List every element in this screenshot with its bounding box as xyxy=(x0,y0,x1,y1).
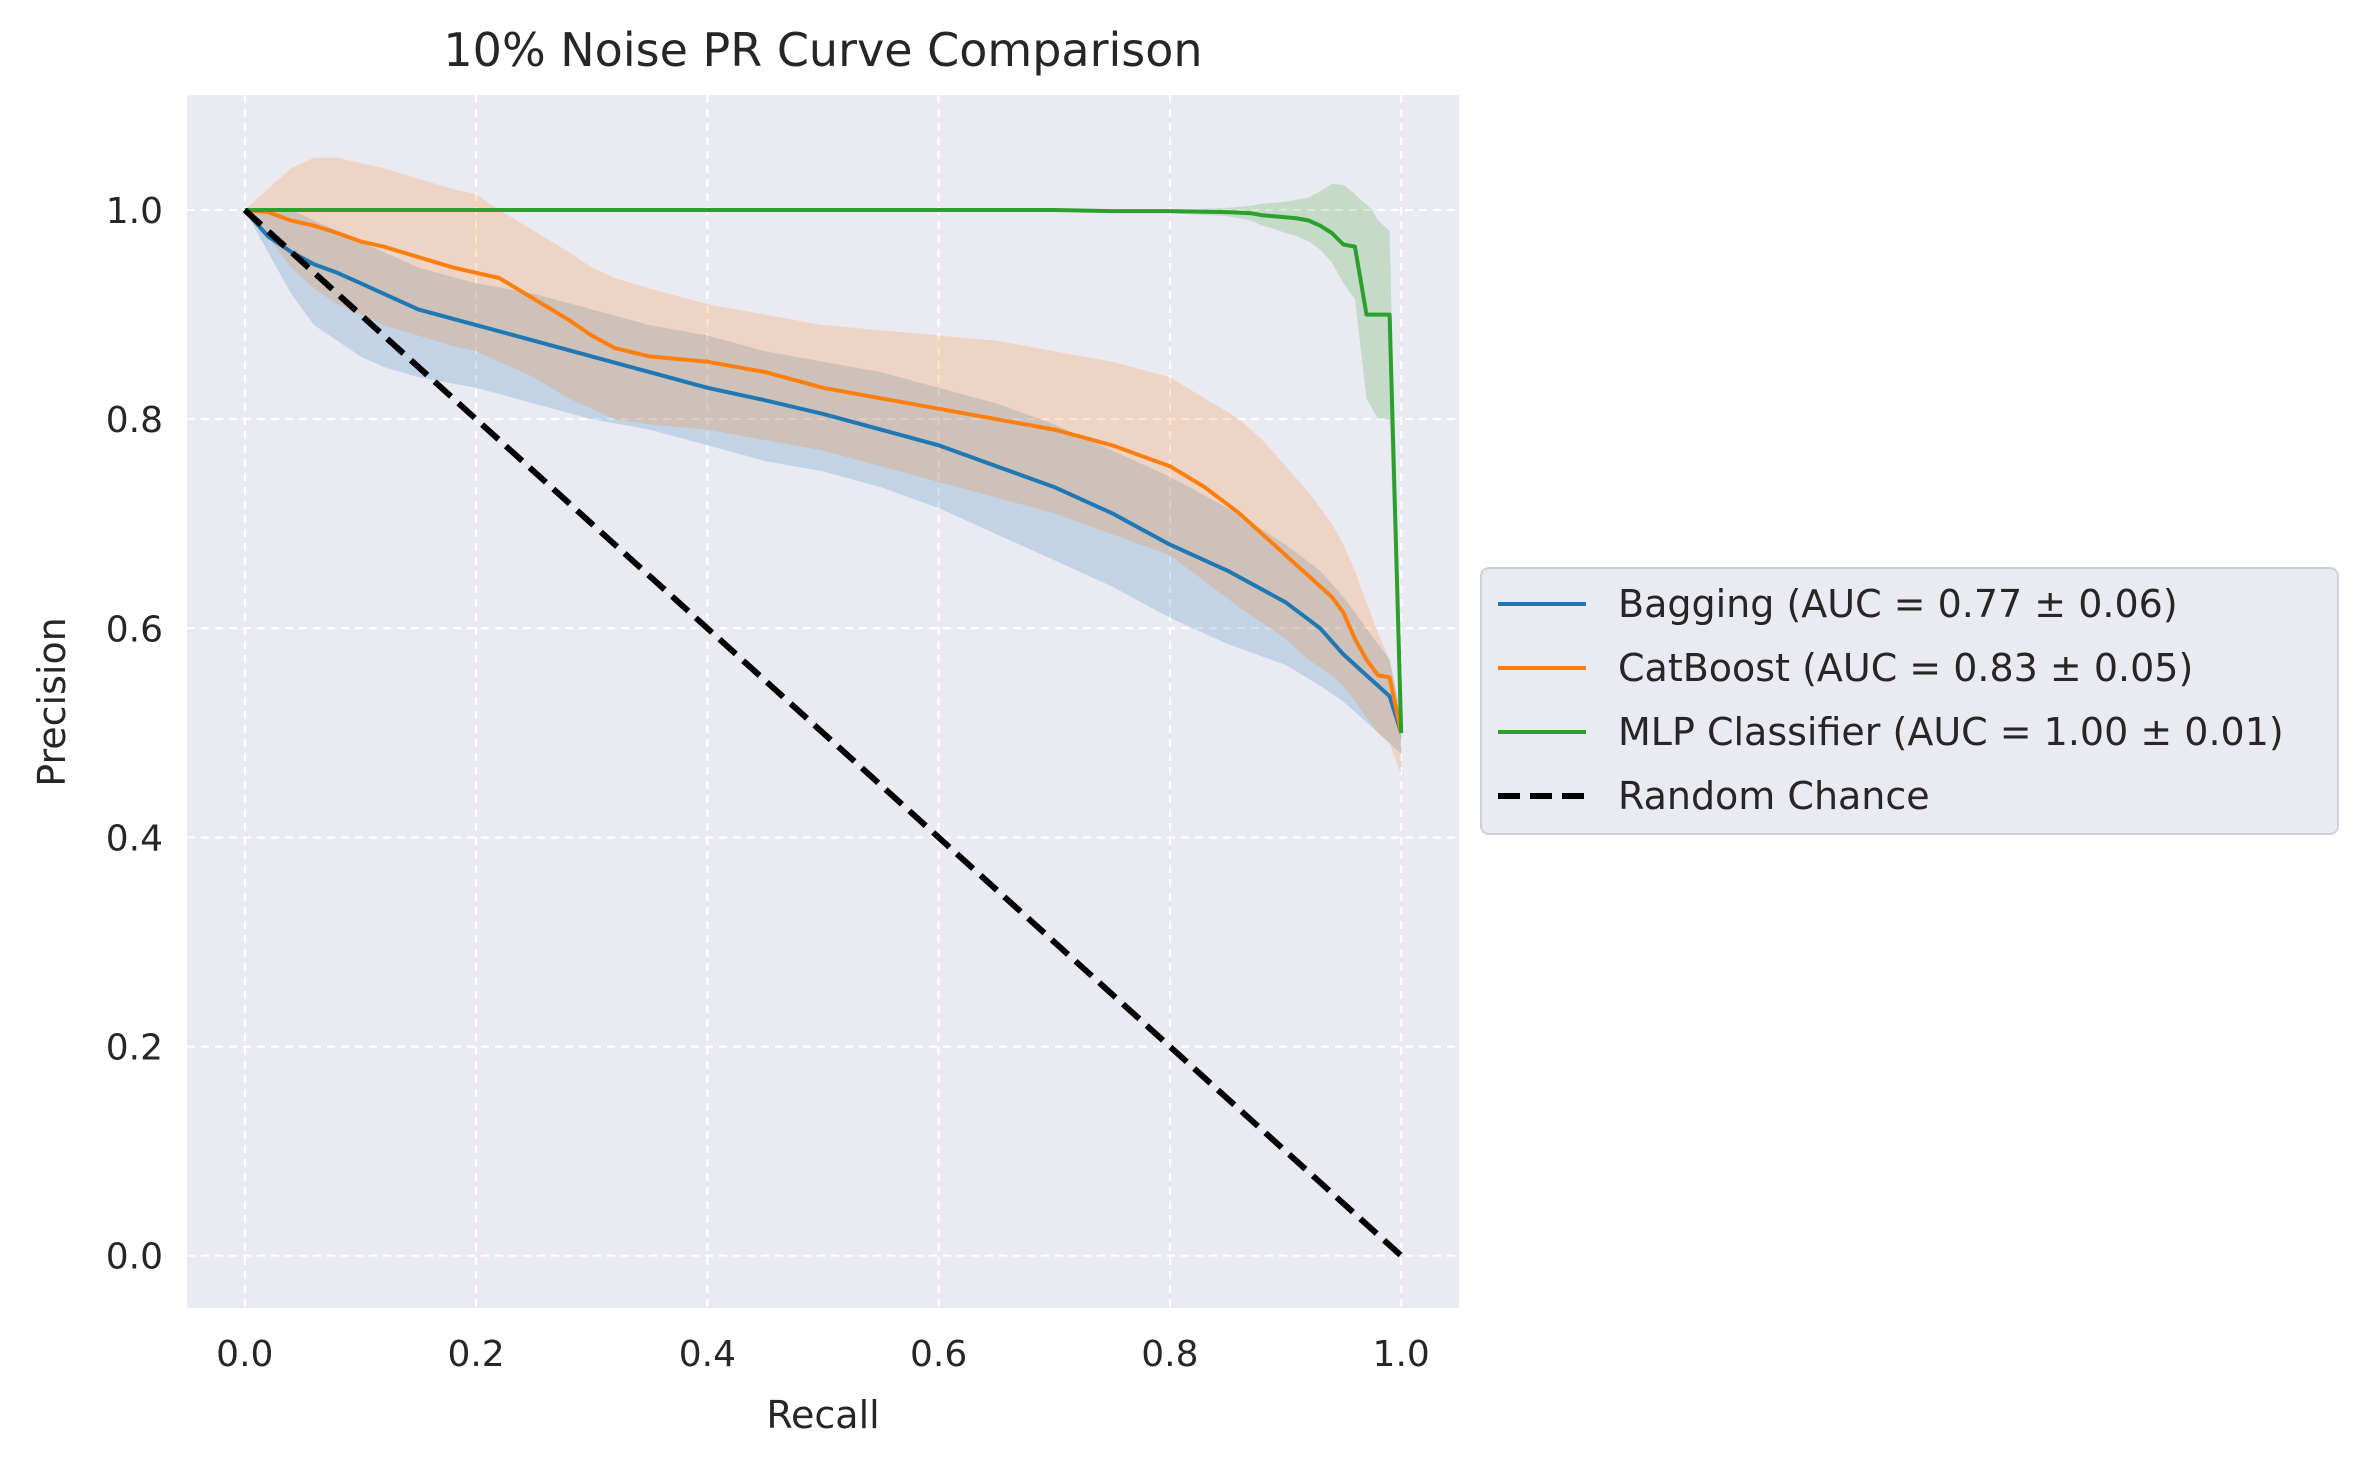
y-axis-ticks: 0.0 0.2 0.4 0.6 0.8 1.0 xyxy=(106,191,163,1278)
confidence-band xyxy=(244,210,1402,754)
confidence-band xyxy=(244,157,1402,775)
x-axis-ticks: 0.0 0.2 0.4 0.6 0.8 1.0 xyxy=(216,1334,1430,1375)
y-tick-label: 0.4 xyxy=(106,818,163,859)
x-tick-label: 1.0 xyxy=(1373,1334,1430,1375)
legend-label: CatBoost (AUC = 0.83 ± 0.05) xyxy=(1618,646,2193,690)
legend-label: Random Chance xyxy=(1618,774,1930,818)
x-tick-label: 0.0 xyxy=(216,1334,273,1375)
x-tick-label: 0.8 xyxy=(1141,1334,1198,1375)
y-axis-label: Precision xyxy=(30,617,74,787)
y-tick-label: 0.6 xyxy=(106,609,163,650)
confidence-bands xyxy=(244,157,1402,775)
series-lines xyxy=(242,207,1404,1258)
legend: Bagging (AUC = 0.77 ± 0.06) CatBoost (AUC… xyxy=(1480,567,2339,835)
y-tick-label: 0.2 xyxy=(106,1028,163,1069)
series-line xyxy=(244,208,1404,733)
random-chance-line xyxy=(242,207,1404,1258)
y-tick-label: 0.8 xyxy=(106,400,163,441)
x-axis-label: Recall xyxy=(766,1393,879,1437)
series-line xyxy=(244,208,1404,734)
x-tick-label: 0.4 xyxy=(679,1334,736,1375)
y-tick-label: 1.0 xyxy=(106,191,163,232)
x-tick-label: 0.6 xyxy=(910,1334,967,1375)
legend-box xyxy=(1480,567,2339,835)
x-tick-label: 0.2 xyxy=(447,1334,504,1375)
series-line xyxy=(243,208,1404,734)
y-tick-label: 0.0 xyxy=(106,1237,163,1278)
legend-label: Bagging (AUC = 0.77 ± 0.06) xyxy=(1618,582,2178,626)
legend-label: MLP Classifier (AUC = 1.00 ± 0.01) xyxy=(1618,710,2284,754)
plot-background xyxy=(187,95,1459,1308)
chart-title: 10% Noise PR Curve Comparison xyxy=(443,23,1202,77)
